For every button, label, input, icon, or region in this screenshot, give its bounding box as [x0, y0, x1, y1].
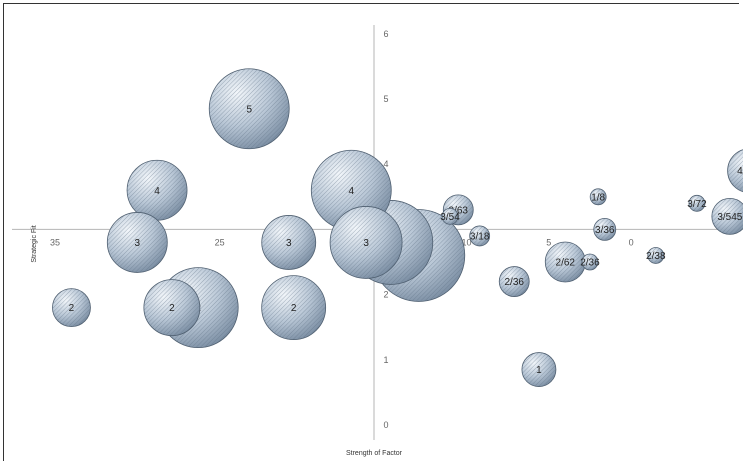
bubble-label: 3 — [135, 238, 141, 249]
bubble: 5 — [208, 68, 290, 150]
bubble-hatch — [261, 275, 326, 340]
y-tick-label: 6 — [383, 29, 388, 39]
bubble-label: 3/36 — [595, 225, 615, 236]
bubble-label: 2/38 — [646, 251, 666, 262]
bubble-label: 1/8 — [591, 192, 605, 203]
y-tick-label: 2 — [383, 290, 388, 300]
x-tick-label: 5 — [546, 237, 551, 247]
bubble-label: 3 — [363, 238, 369, 249]
bubble-hatch — [581, 254, 598, 270]
bubble-label: 2 — [169, 303, 175, 314]
bubble-label: 3/18 — [470, 231, 490, 242]
x-tick-label: 35 — [50, 237, 60, 247]
bubble-hatch — [107, 212, 168, 273]
bubble: 1 — [521, 352, 557, 387]
x-axis-label: Strength of Factor — [346, 450, 403, 457]
y-axis-label: Strategic Fit — [31, 225, 38, 262]
bubble: 3/36 — [593, 217, 617, 241]
bubble-label: 3/63 — [449, 205, 469, 216]
x-tick-label: 25 — [215, 237, 225, 247]
bubble: 2/38 — [646, 247, 666, 264]
bubble-hatch — [209, 68, 290, 149]
y-tick-label: 0 — [383, 420, 388, 430]
bubble-label: 5 — [246, 104, 252, 115]
bubble-label: 2/62 — [556, 258, 576, 269]
bubble-hatch — [143, 279, 200, 336]
bubble-hatch — [688, 195, 705, 212]
bubble: 3/545 — [711, 197, 743, 235]
bubble-label: 2/36 — [504, 277, 524, 288]
bubble: 2 — [143, 279, 201, 337]
bubble-hatch — [261, 215, 316, 270]
bubble-label: 3/72 — [687, 199, 707, 210]
bubble-hatch — [545, 242, 586, 282]
chart-frame — [3, 3, 739, 461]
bubble-hatch — [647, 247, 664, 264]
bubbles: 3/235423243232/9092/7274/2722/6223/54513… — [52, 68, 743, 387]
bubble-label: 2 — [291, 303, 297, 314]
bubble: 3 — [261, 215, 317, 270]
bubble: 3 — [106, 212, 168, 273]
bubble: 3 — [329, 206, 403, 279]
bubble-hatch — [590, 188, 607, 205]
bubble-label: 1 — [536, 365, 542, 376]
x-tick-label: 0 — [629, 237, 634, 247]
y-tick-label: 1 — [383, 355, 388, 365]
bubble: 2/36 — [498, 266, 530, 297]
bubble-label: 3/54 — [440, 212, 460, 223]
bubble: 3/54 — [440, 207, 460, 225]
bubble: 2 — [52, 288, 91, 328]
bubble-label: 3/545 — [717, 212, 742, 223]
bubble: 1/8 — [589, 188, 607, 206]
y-tick-label: 5 — [383, 94, 388, 104]
bubble-hatch — [593, 218, 616, 241]
bubble: 2 — [261, 275, 327, 341]
bubble-hatch — [442, 208, 459, 225]
bubble: 2/36 — [580, 253, 600, 271]
bubble-label: 2/36 — [580, 258, 600, 269]
bubble-label: 4 — [348, 186, 354, 197]
bubble-label: 2 — [69, 303, 75, 314]
bubble: 3/18 — [469, 225, 491, 247]
bubble-hatch — [727, 149, 743, 192]
bubble-label: 4/272 — [737, 166, 743, 177]
bubble: 4/272 — [727, 149, 743, 193]
bubble: 2/62 — [544, 241, 586, 283]
y-tick-label: 4 — [383, 159, 388, 169]
bubble-label: 3 — [286, 238, 292, 249]
bubble-hatch — [469, 225, 490, 246]
bubble-hatch — [499, 266, 530, 297]
bubble: 4 — [126, 159, 188, 221]
bubble-hatch — [52, 288, 91, 327]
x-tick-label: 10 — [461, 237, 471, 247]
bubble-label: 4 — [154, 186, 160, 197]
bubble-hatch — [711, 198, 743, 235]
bubble-hatch — [127, 160, 188, 221]
bubble: 3/72 — [687, 194, 707, 212]
bubble-hatch — [521, 352, 556, 387]
bubble-hatch — [330, 206, 403, 279]
